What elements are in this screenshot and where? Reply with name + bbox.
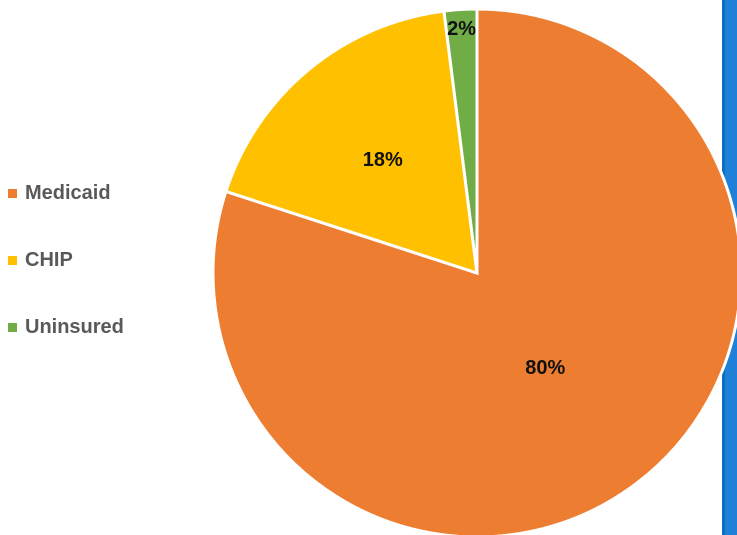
data-label-uninsured: 2% xyxy=(447,18,476,40)
pie-slice-uninsured xyxy=(442,7,479,274)
legend-swatch-uninsured xyxy=(8,322,17,332)
data-label-medicaid: 80% xyxy=(525,357,565,379)
legend-item-chip: CHIP xyxy=(8,245,124,275)
legend-swatch-chip xyxy=(8,255,17,265)
pie-slice-medicaid xyxy=(211,7,737,535)
pie-slice-chip xyxy=(224,9,479,276)
legend-label-uninsured: Uninsured xyxy=(25,315,124,338)
legend-label-medicaid: Medicaid xyxy=(25,181,111,204)
legend-swatch-medicaid xyxy=(8,188,17,198)
legend: Medicaid CHIP Uninsured xyxy=(8,178,124,342)
data-label-chip: 18% xyxy=(363,149,403,171)
legend-item-uninsured: Uninsured xyxy=(8,312,124,342)
legend-item-medicaid: Medicaid xyxy=(8,178,124,208)
legend-label-chip: CHIP xyxy=(25,248,73,271)
